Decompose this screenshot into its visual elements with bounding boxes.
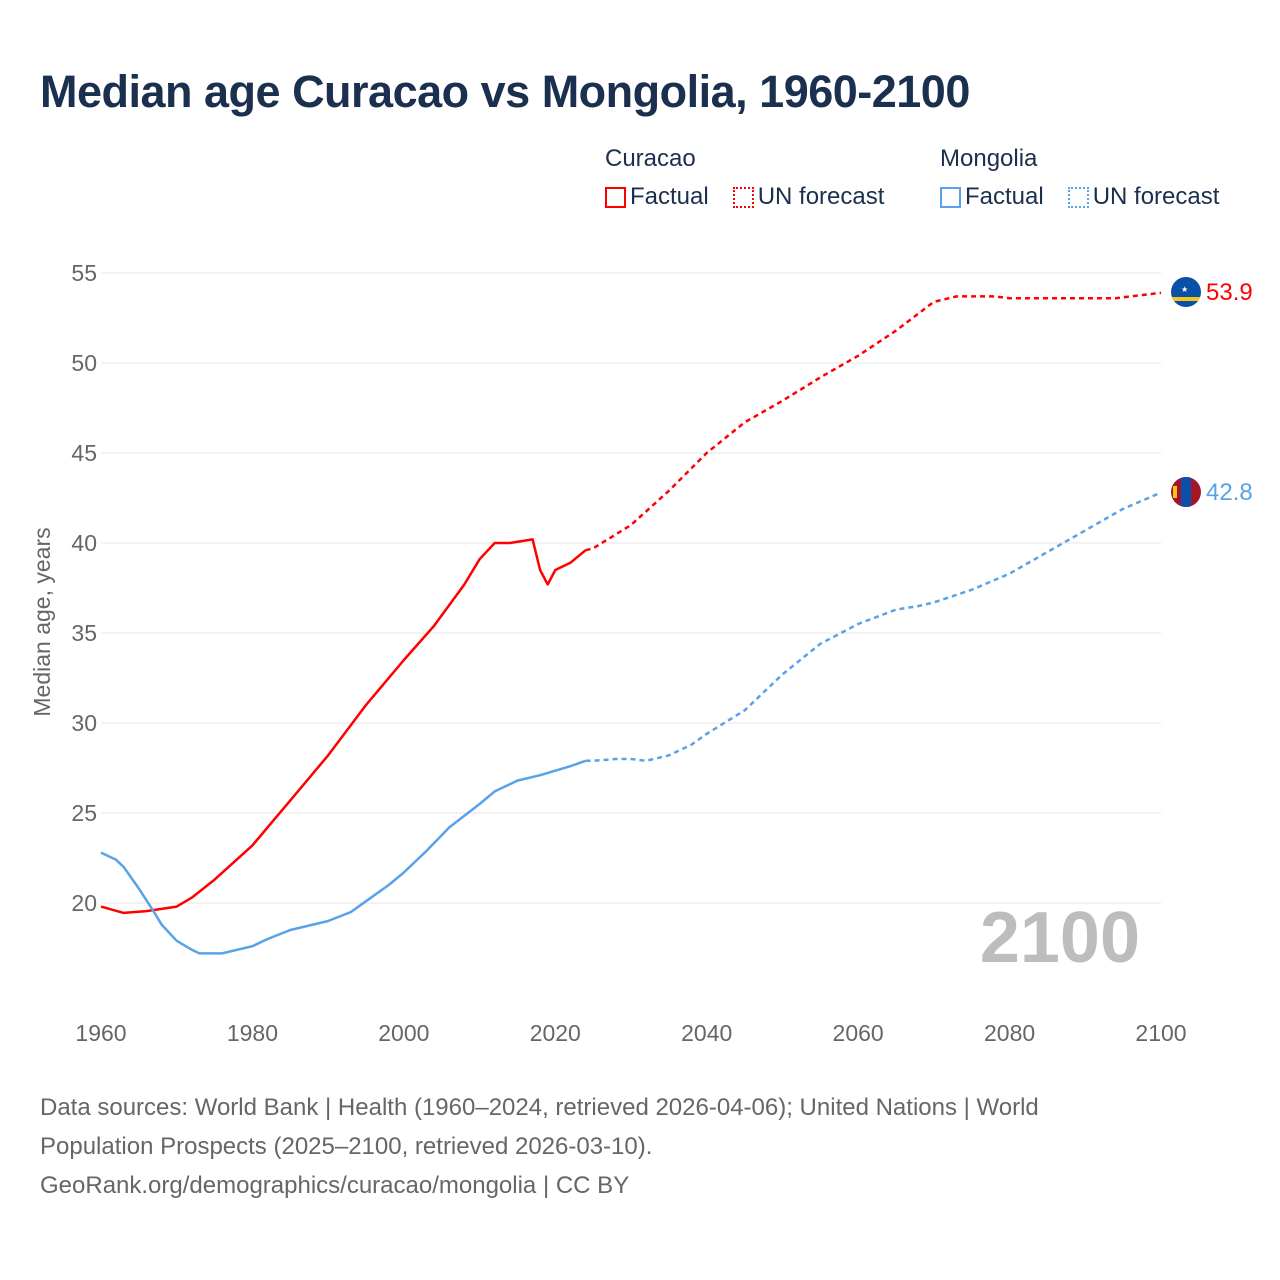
series-line-mongolia-un-forecast bbox=[585, 491, 1162, 763]
legend-group-title: Mongolia bbox=[940, 145, 1038, 172]
legend-item-mongolia-factual[interactable]: Factual bbox=[940, 183, 1044, 211]
x-tick-label: 2020 bbox=[530, 1020, 581, 1046]
dotted-swatch-icon bbox=[732, 186, 754, 208]
legend-group-curacao: Curacao Factual UN forecast bbox=[605, 145, 902, 211]
x-tick-label: 2000 bbox=[378, 1020, 429, 1046]
footer: Data sources: World Bank | Health (1960–… bbox=[40, 1088, 1240, 1205]
solid-swatch-icon bbox=[940, 186, 961, 208]
year-watermark: 2100 bbox=[980, 898, 1140, 978]
source-line-1: Data sources: World Bank | Health (1960–… bbox=[40, 1094, 1039, 1121]
y-tick-label: 20 bbox=[71, 890, 97, 916]
curacao-end-label: 53.9 bbox=[1206, 279, 1253, 306]
y-tick-label: 45 bbox=[71, 440, 97, 466]
x-tick-label: 1960 bbox=[75, 1020, 126, 1046]
legend-label: Factual bbox=[965, 183, 1044, 210]
x-tick-label: 2040 bbox=[681, 1020, 732, 1046]
x-tick-label: 2060 bbox=[833, 1020, 884, 1046]
series-line-curacao-factual bbox=[100, 538, 587, 915]
legend-item-mongolia-forecast[interactable]: UN forecast bbox=[1067, 183, 1220, 211]
legend-label: Factual bbox=[630, 183, 709, 210]
y-tick-label: 25 bbox=[71, 800, 97, 826]
legend-item-curacao-forecast[interactable]: UN forecast bbox=[732, 183, 885, 211]
curacao-flag-icon: ★ bbox=[1171, 277, 1201, 307]
dotted-swatch-icon bbox=[1067, 186, 1089, 208]
y-tick-label: 30 bbox=[71, 710, 97, 736]
y-tick-label: 35 bbox=[71, 620, 97, 646]
mongolia-flag-icon bbox=[1171, 477, 1201, 507]
mongolia-end-label: 42.8 bbox=[1206, 479, 1253, 506]
solid-swatch-icon bbox=[605, 186, 626, 208]
legend-group-title: Curacao bbox=[605, 145, 696, 172]
x-tick-label: 2100 bbox=[1135, 1020, 1186, 1046]
chart-title: Median age Curacao vs Mongolia, 1960-210… bbox=[40, 66, 970, 117]
y-axis-label: Median age, years bbox=[29, 527, 55, 716]
series-line-mongolia-factual bbox=[100, 759, 587, 955]
y-tick-label: 40 bbox=[71, 530, 97, 556]
series-line-curacao-un-forecast bbox=[585, 291, 1162, 552]
x-tick-label: 2080 bbox=[984, 1020, 1035, 1046]
y-tick-label: 55 bbox=[71, 260, 97, 286]
legend-item-curacao-factual[interactable]: Factual bbox=[605, 183, 709, 211]
source-line-2: Population Prospects (2025–2100, retriev… bbox=[40, 1133, 653, 1160]
legend-group-mongolia: Mongolia Factual UN forecast bbox=[940, 145, 1219, 211]
y-tick-label: 50 bbox=[71, 350, 97, 376]
svg-text:★: ★ bbox=[1181, 285, 1188, 294]
x-tick-label: 1980 bbox=[227, 1020, 278, 1046]
legend-label: UN forecast bbox=[1092, 183, 1220, 210]
legend-label: UN forecast bbox=[757, 183, 885, 210]
attribution-link[interactable]: GeoRank.org/demographics/curacao/mongoli… bbox=[40, 1172, 630, 1199]
